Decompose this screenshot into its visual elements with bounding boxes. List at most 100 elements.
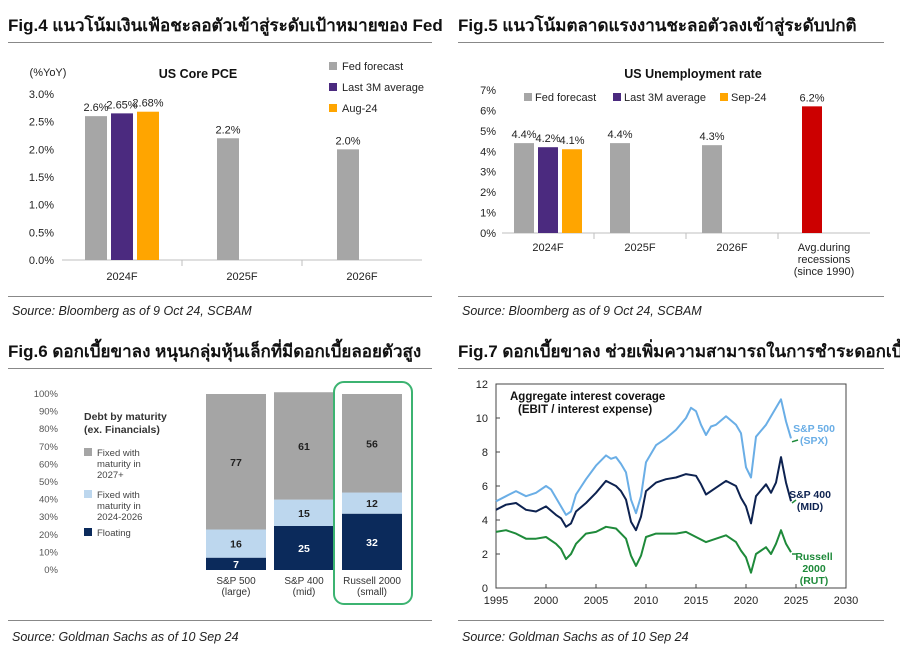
legend-swatch — [524, 93, 532, 101]
series-label: (MID) — [797, 501, 823, 513]
legend-swatch — [329, 83, 337, 91]
x-tick-label: 2026F — [346, 271, 377, 283]
legend-label: maturity in — [97, 459, 141, 470]
x-tick-label: 2025F — [226, 271, 257, 283]
x-tick-label: recessions — [798, 254, 851, 266]
stack-segment — [342, 492, 402, 514]
x-tick-label: 2024F — [532, 242, 563, 254]
y-tick-label: 4% — [480, 146, 496, 158]
legend-label: Fed forecast — [342, 61, 403, 73]
y-tick-label: 2.0% — [29, 144, 54, 156]
y-tick-label: 50% — [39, 477, 59, 488]
series-arrow — [791, 439, 799, 443]
legend-swatch — [84, 490, 92, 498]
legend-swatch — [84, 448, 92, 456]
x-tick-label: 2025F — [624, 242, 655, 254]
fig5-chart: US Unemployment rate 0% 1% 2% 3% 4% 5% 6% 7% 2024… — [480, 67, 870, 278]
legend-swatch — [329, 104, 337, 112]
bar — [111, 113, 133, 260]
x-tick-label: S&P 500 — [216, 576, 256, 587]
data-label: 12 — [366, 498, 378, 510]
fig7-title-rule — [458, 368, 884, 369]
data-label: 2.68% — [132, 98, 163, 110]
y-tick-label: 80% — [39, 424, 59, 435]
x-tick-label: (mid) — [293, 587, 316, 598]
legend-label: Fed forecast — [535, 92, 596, 104]
legend-label: Floating — [97, 528, 131, 539]
legend-swatch — [329, 62, 337, 70]
y-tick-label: 10% — [39, 547, 59, 558]
bar — [217, 138, 239, 260]
bar — [702, 145, 722, 233]
data-label: 4.4% — [511, 129, 536, 141]
fig4-title-rule — [8, 42, 432, 43]
y-tick-label: 1% — [480, 208, 496, 220]
chart-title: (EBIT / interest expense) — [518, 404, 652, 416]
fig4-title: Fig.4 แนวโน้มเงินเฟ้อชะลอตัวเข้าสู่ระดับ… — [8, 16, 443, 35]
x-tick-label: 2010 — [634, 595, 658, 607]
data-label: 77 — [230, 457, 242, 469]
stack-segment — [342, 513, 402, 570]
legend-label: Aug-24 — [342, 103, 377, 115]
data-label: 4.2% — [535, 133, 560, 145]
legend-label: Sep-24 — [731, 92, 766, 104]
stack-segment — [274, 526, 334, 570]
x-tick-label: 2024F — [106, 271, 137, 283]
stack-segment — [274, 499, 334, 526]
legend-swatch — [613, 93, 621, 101]
legend-label: maturity in — [97, 501, 141, 512]
series-arrow — [791, 499, 797, 504]
x-tick-label: (since 1990) — [794, 266, 855, 278]
legend-swatch — [84, 528, 92, 536]
data-label: 15 — [298, 508, 310, 520]
series-label: (SPX) — [800, 435, 828, 447]
fig6-title-rule — [8, 368, 432, 369]
fig4-source-rule — [8, 296, 432, 297]
x-tick-label: Russell 2000 — [343, 576, 401, 587]
legend-title: (ex. Financials) — [84, 424, 160, 436]
series-label: Russell — [795, 551, 832, 563]
fig4-source: Source: Bloomberg as of 9 Oct 24, SCBAM — [12, 304, 252, 318]
highlight-box — [333, 381, 413, 605]
legend-label: 2027+ — [97, 470, 124, 481]
series-line — [495, 456, 792, 532]
x-tick-label: 2030 — [834, 595, 858, 607]
y-tick-label: 3% — [480, 167, 496, 179]
y-tick-label: 8 — [482, 447, 488, 459]
fig7-chart: 0 2 4 6 8 10 12 1995 2000 2005 2010 2015 2020 2025 203… — [476, 379, 858, 607]
fig4-chart: (%YoY) US Core PCE 0.0% 0.5% 1.0% 1.5% 2.0% 2.5… — [29, 61, 424, 283]
legend-label: Last 3M average — [342, 82, 424, 94]
data-label: 32 — [366, 537, 378, 549]
fig6-source: Source: Goldman Sachs as of 10 Sep 24 — [12, 630, 239, 644]
y-tick-label: 1.5% — [29, 172, 54, 184]
y-tick-label: 2% — [480, 187, 496, 199]
x-tick-label: 2026F — [716, 242, 747, 254]
stack-segment — [206, 394, 266, 530]
bar — [337, 149, 359, 260]
data-label: 2.0% — [335, 135, 360, 147]
bar — [802, 106, 822, 233]
y-tick-label: 0% — [44, 565, 58, 576]
bar — [514, 143, 534, 233]
bar — [85, 116, 107, 260]
data-label: 4.3% — [699, 131, 724, 143]
y-axis-label: (%YoY) — [30, 67, 67, 79]
legend-box — [76, 400, 194, 560]
y-tick-label: 0.0% — [29, 255, 54, 267]
x-tick-label: 2025 — [784, 595, 808, 607]
stack-segment — [342, 394, 402, 493]
y-tick-label: 1.0% — [29, 200, 54, 212]
legend-label: Last 3M average — [624, 92, 706, 104]
y-tick-label: 40% — [39, 495, 59, 506]
y-tick-label: 10 — [476, 413, 488, 425]
fig5-source: Source: Bloomberg as of 9 Oct 24, SCBAM — [462, 304, 702, 318]
legend-swatch — [720, 93, 728, 101]
y-tick-label: 0.5% — [29, 227, 54, 239]
y-tick-label: 7% — [480, 85, 496, 97]
series-label: S&P 500 — [793, 423, 835, 435]
y-tick-label: 60% — [39, 459, 59, 470]
series-label: 2000 — [802, 563, 826, 575]
legend-title: Debt by maturity — [84, 411, 167, 423]
series-line — [495, 398, 792, 516]
x-tick-label: (small) — [357, 587, 387, 598]
